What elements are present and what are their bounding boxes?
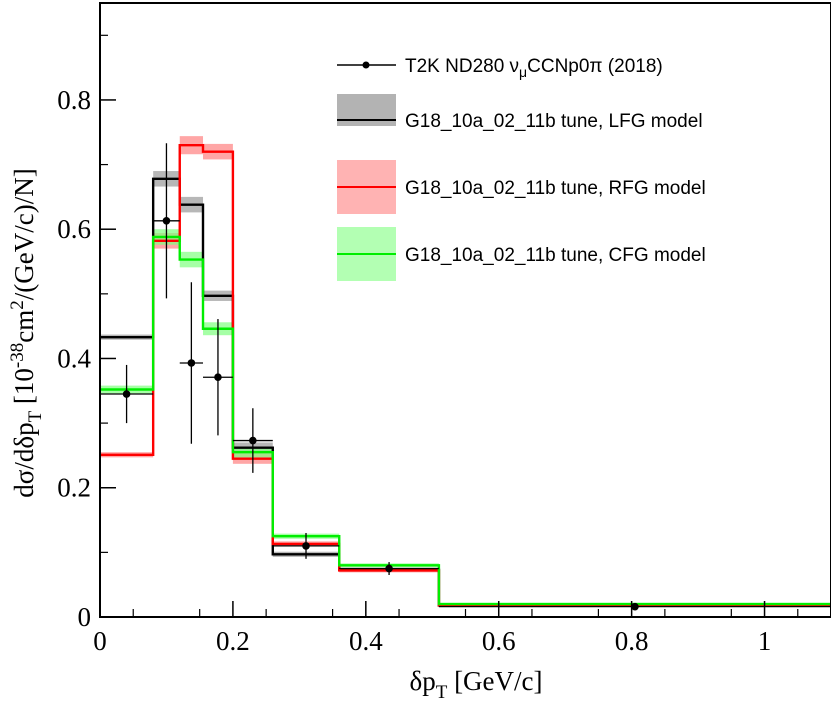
data-point: [187, 359, 196, 367]
data-point: [249, 436, 257, 445]
legend-label-data-pre: T2K ND280 ν: [405, 56, 519, 77]
data-points: [100, 143, 831, 611]
x-tick-label: 0: [93, 626, 107, 656]
x-axis-title-subscript: T: [436, 682, 448, 703]
data-point: [122, 390, 131, 398]
x-tick-label: 0.2: [216, 626, 250, 656]
data-point: [162, 217, 171, 225]
x-axis-ticks: 0 0.2 0.4 0.6 0.8 1: [93, 601, 799, 656]
y-axis-title-sup2: 2: [7, 300, 28, 310]
data-point: [214, 373, 222, 382]
legend-label-data: T2K ND280 νμCCNp0π (2018): [405, 56, 663, 80]
y-axis-title-part2: [10: [9, 368, 39, 411]
x-tick-label: 1: [758, 626, 772, 656]
y-axis-title-part1: dσ/dδp: [9, 422, 39, 497]
legend-data-marker: [362, 61, 370, 69]
x-axis-title-suffix: [GeV/c]: [447, 666, 542, 696]
y-tick-label: 0.4: [57, 343, 91, 373]
y-axis-title-sup1: -38: [7, 343, 28, 368]
legend-label-rfg: G18_10a_02_11b tune, RFG model: [405, 178, 706, 199]
x-tick-label: 0.8: [615, 626, 649, 656]
legend-label-data-sub: μ: [519, 64, 527, 80]
data-point: [631, 602, 639, 611]
legend-swatch-lfg-band: [337, 94, 396, 126]
y-axis-title-sub1: T: [25, 410, 46, 422]
legend-label-cfg: G18_10a_02_11b tune, CFG model: [405, 245, 706, 266]
y-tick-label: 0: [78, 602, 92, 632]
y-axis-ticks: 0 0.2 0.4 0.6 0.8: [57, 34, 116, 632]
data-point: [302, 542, 310, 550]
legend-label-lfg: G18_10a_02_11b tune, LFG model: [405, 111, 703, 132]
y-axis-title-part3: cm: [9, 310, 39, 343]
y-tick-label: 0.6: [57, 214, 91, 244]
x-tick-label: 0.6: [482, 626, 516, 656]
y-axis-title: dσ/dδpT [10-38cm2/(GeV/c)/N]: [7, 168, 46, 497]
legend: T2K ND280 νμCCNp0π (2018) G18_10a_02_11b…: [337, 56, 706, 281]
data-point: [385, 564, 393, 573]
x-tick-label: 0.4: [349, 626, 383, 656]
y-tick-label: 0.2: [57, 473, 91, 503]
y-axis-title-part4: /(GeV/c)/N]: [9, 168, 39, 300]
legend-label-data-post: CCNp0π (2018): [527, 56, 663, 77]
x-axis-title: δpT [GeV/c]: [409, 666, 542, 703]
x-axis-title-prefix: δp: [409, 666, 435, 696]
y-tick-label: 0.8: [57, 85, 91, 115]
